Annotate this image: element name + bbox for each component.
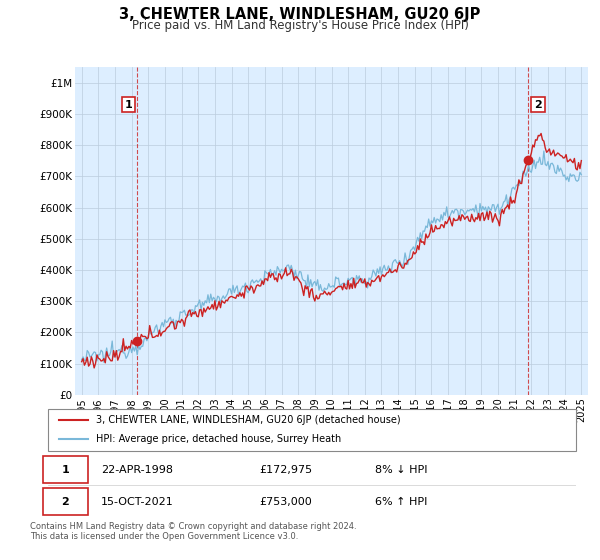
Text: 1: 1	[124, 100, 132, 110]
Text: 6% ↑ HPI: 6% ↑ HPI	[376, 497, 428, 507]
FancyBboxPatch shape	[43, 488, 88, 515]
Text: 8% ↓ HPI: 8% ↓ HPI	[376, 465, 428, 475]
Text: 3, CHEWTER LANE, WINDLESHAM, GU20 6JP (detached house): 3, CHEWTER LANE, WINDLESHAM, GU20 6JP (d…	[95, 415, 400, 425]
Text: 15-OCT-2021: 15-OCT-2021	[101, 497, 173, 507]
Text: 2: 2	[61, 497, 69, 507]
FancyBboxPatch shape	[43, 456, 88, 483]
Text: 22-APR-1998: 22-APR-1998	[101, 465, 173, 475]
Text: Price paid vs. HM Land Registry's House Price Index (HPI): Price paid vs. HM Land Registry's House …	[131, 19, 469, 32]
Text: 3, CHEWTER LANE, WINDLESHAM, GU20 6JP: 3, CHEWTER LANE, WINDLESHAM, GU20 6JP	[119, 7, 481, 22]
Text: HPI: Average price, detached house, Surrey Heath: HPI: Average price, detached house, Surr…	[95, 435, 341, 445]
Text: £753,000: £753,000	[259, 497, 312, 507]
Text: 2: 2	[534, 100, 542, 110]
Text: Contains HM Land Registry data © Crown copyright and database right 2024.
This d: Contains HM Land Registry data © Crown c…	[30, 522, 356, 542]
Text: 1: 1	[61, 465, 69, 475]
Text: £172,975: £172,975	[259, 465, 313, 475]
